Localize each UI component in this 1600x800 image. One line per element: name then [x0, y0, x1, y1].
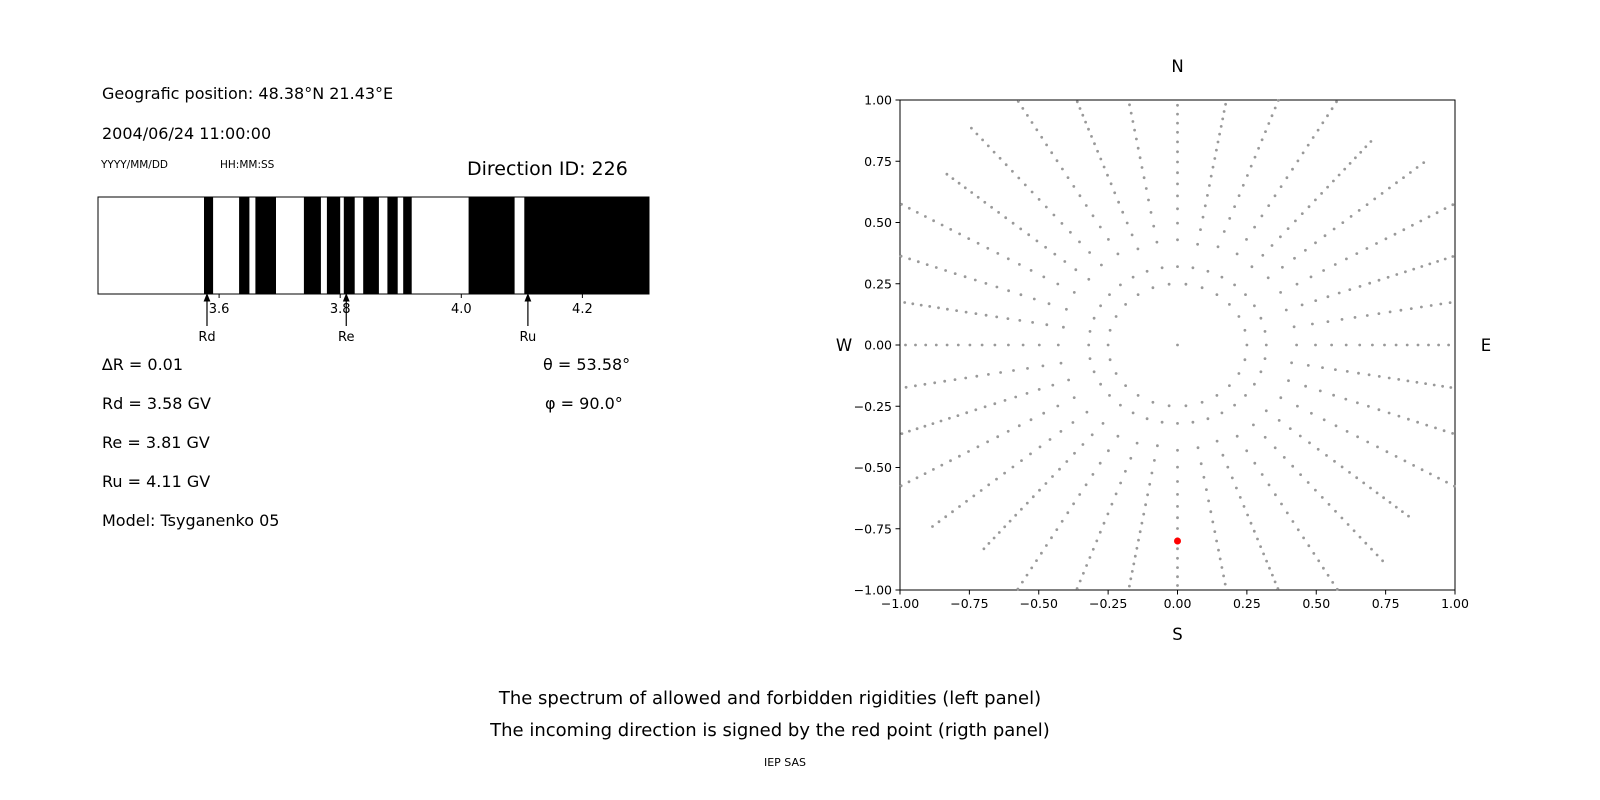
datetime-text: 2004/06/24 11:00:00 — [102, 124, 272, 143]
svg-text:0.25: 0.25 — [864, 276, 892, 291]
svg-text:−0.75: −0.75 — [854, 521, 892, 536]
svg-text:Rd: Rd — [198, 330, 215, 345]
svg-text:1.00: 1.00 — [1441, 596, 1469, 611]
rd-text: Rd = 3.58 GV — [102, 394, 211, 413]
caption-line-1: The spectrum of allowed and forbidden ri… — [498, 688, 1042, 709]
svg-text:Re: Re — [338, 330, 354, 345]
svg-text:3.8: 3.8 — [330, 302, 351, 317]
svg-text:0.00: 0.00 — [1164, 596, 1192, 611]
svg-text:1.00: 1.00 — [864, 93, 892, 108]
svg-text:3.6: 3.6 — [209, 302, 230, 317]
svg-text:0.75: 0.75 — [1372, 596, 1400, 611]
asymptotic-direction-chart: −1.00 −0.75 −0.50 −0.25 0.00 0.25 0.50 0.75 1.00… — [830, 50, 1520, 662]
svg-text:−1.00: −1.00 — [854, 583, 892, 598]
model-text: Model: Tsyganenko 05 — [102, 511, 280, 530]
delta-r-text: ∆R = 0.01 — [102, 355, 184, 374]
svg-text:−0.50: −0.50 — [854, 460, 892, 475]
svg-text:Ru: Ru — [520, 330, 537, 345]
svg-text:4.2: 4.2 — [572, 302, 593, 317]
svg-text:0.50: 0.50 — [864, 215, 892, 230]
re-text: Re = 3.81 GV — [102, 433, 210, 452]
compass-north-label: N — [1171, 57, 1183, 76]
svg-text:−0.75: −0.75 — [950, 596, 988, 611]
svg-text:−0.50: −0.50 — [1020, 596, 1058, 611]
theta-text: θ = 53.58° — [543, 355, 631, 374]
asymptotic-direction-svg: −1.00 −0.75 −0.50 −0.25 0.00 0.25 0.50 0.75 1.00… — [836, 57, 1491, 644]
direction-id-text: Direction ID: 226 — [467, 158, 628, 180]
credit-text: IEP SAS — [763, 756, 807, 769]
date-format-label: YYYY/MM/DD — [101, 159, 169, 171]
geographic-position-text: Geografic position: 48.38°N 21.43°E — [102, 84, 394, 103]
svg-text:0.25: 0.25 — [1233, 596, 1261, 611]
incoming-direction-point — [1174, 537, 1181, 545]
time-format-label: HH:MM:SS — [220, 159, 275, 171]
phi-text: φ = 90.0° — [545, 394, 623, 413]
svg-text:−1.00: −1.00 — [881, 596, 919, 611]
svg-text:−0.25: −0.25 — [854, 399, 892, 414]
compass-west-label: W — [836, 336, 852, 355]
svg-text:0.50: 0.50 — [1302, 596, 1330, 611]
direction-dots — [899, 99, 1456, 591]
svg-text:0.75: 0.75 — [864, 154, 892, 169]
svg-text:−0.25: −0.25 — [1089, 596, 1127, 611]
ru-text: Ru = 4.11 GV — [102, 472, 211, 491]
rigidity-spectrum-svg: 3.6 3.8 4.0 4.2 Rd Re Ru — [97, 196, 650, 345]
compass-south-label: S — [1172, 625, 1182, 644]
rigidity-spectrum-chart: 3.6 3.8 4.0 4.2 Rd Re Ru — [97, 196, 653, 366]
svg-text:4.0: 4.0 — [451, 302, 472, 317]
svg-text:0.00: 0.00 — [864, 338, 892, 353]
compass-east-label: E — [1481, 336, 1491, 355]
caption-line-2: The incoming direction is signed by the … — [490, 720, 1050, 741]
